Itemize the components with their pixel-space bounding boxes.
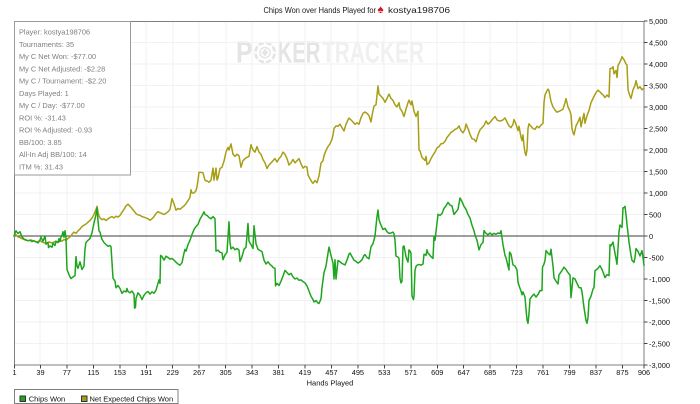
svg-text:685: 685 xyxy=(484,368,496,377)
svg-text:Tournaments: 35: Tournaments: 35 xyxy=(19,40,74,49)
svg-text:837: 837 xyxy=(590,368,602,377)
svg-text:My C Net Adjusted: -$2.28: My C Net Adjusted: -$2.28 xyxy=(19,64,105,73)
svg-text:Chips Won: Chips Won xyxy=(29,395,66,404)
svg-text:Player: kostya198706: Player: kostya198706 xyxy=(19,28,90,37)
svg-text:500: 500 xyxy=(649,210,661,219)
svg-text:3,000: 3,000 xyxy=(649,103,668,112)
svg-text:723: 723 xyxy=(510,368,522,377)
svg-text:495: 495 xyxy=(352,368,364,377)
svg-text:My C Net Won: -$77.00: My C Net Won: -$77.00 xyxy=(19,52,96,61)
svg-text:-3,000: -3,000 xyxy=(649,361,670,370)
svg-text:419: 419 xyxy=(299,368,311,377)
svg-text:2,000: 2,000 xyxy=(649,146,668,155)
svg-text:Days Played: 1: Days Played: 1 xyxy=(19,89,69,98)
svg-text:571: 571 xyxy=(405,368,417,377)
svg-text:P: P xyxy=(236,36,253,70)
svg-text:267: 267 xyxy=(193,368,205,377)
svg-text:2,500: 2,500 xyxy=(649,124,668,133)
svg-text:1: 1 xyxy=(12,368,16,377)
svg-text:0: 0 xyxy=(649,232,653,241)
svg-text:1,500: 1,500 xyxy=(649,167,668,176)
svg-text:77: 77 xyxy=(63,368,71,377)
svg-text:ROI % Adjusted: -0.93: ROI % Adjusted: -0.93 xyxy=(19,126,92,135)
svg-text:305: 305 xyxy=(219,368,231,377)
svg-text:My C / Day: -$77.00: My C / Day: -$77.00 xyxy=(19,101,85,110)
svg-text:533: 533 xyxy=(378,368,390,377)
svg-text:Chips Won over Hands Played fo: Chips Won over Hands Played for xyxy=(264,6,377,15)
svg-text:4,000: 4,000 xyxy=(649,60,668,69)
svg-text:My C / Tournament: -$2.20: My C / Tournament: -$2.20 xyxy=(19,77,106,86)
svg-text:Hands Played: Hands Played xyxy=(307,379,354,388)
svg-text:-2,500: -2,500 xyxy=(649,339,670,348)
svg-text:153: 153 xyxy=(114,368,126,377)
svg-text:609: 609 xyxy=(431,368,443,377)
svg-text:4,500: 4,500 xyxy=(649,38,668,47)
svg-text:ITM %: 31.43: ITM %: 31.43 xyxy=(19,162,63,171)
svg-text:906: 906 xyxy=(638,368,650,377)
svg-text:-1,500: -1,500 xyxy=(649,296,670,305)
svg-text:3,500: 3,500 xyxy=(649,81,668,90)
svg-text:115: 115 xyxy=(87,368,99,377)
svg-text:ROI %: -31.43: ROI %: -31.43 xyxy=(19,113,66,122)
svg-text:BB/100: 3.85: BB/100: 3.85 xyxy=(19,138,62,147)
svg-text:5,000: 5,000 xyxy=(649,17,668,26)
svg-text:229: 229 xyxy=(167,368,179,377)
svg-text:647: 647 xyxy=(458,368,470,377)
svg-text:39: 39 xyxy=(36,368,44,377)
svg-text:All-In Adj BB/100: 14: All-In Adj BB/100: 14 xyxy=(19,150,87,159)
svg-text:1,000: 1,000 xyxy=(649,189,668,198)
svg-text:457: 457 xyxy=(325,368,337,377)
svg-text:761: 761 xyxy=(537,368,549,377)
svg-text:-500: -500 xyxy=(649,253,664,262)
svg-text:875: 875 xyxy=(616,368,628,377)
svg-text:799: 799 xyxy=(563,368,575,377)
svg-text:Net Expected Chips Won: Net Expected Chips Won xyxy=(90,395,174,404)
svg-text:381: 381 xyxy=(272,368,284,377)
svg-text:191: 191 xyxy=(140,368,152,377)
svg-text:kostya198706: kostya198706 xyxy=(388,6,450,15)
svg-text:-1,000: -1,000 xyxy=(649,275,670,284)
svg-text:♠: ♠ xyxy=(378,4,384,16)
svg-text:343: 343 xyxy=(246,368,258,377)
svg-text:-2,000: -2,000 xyxy=(649,318,670,327)
